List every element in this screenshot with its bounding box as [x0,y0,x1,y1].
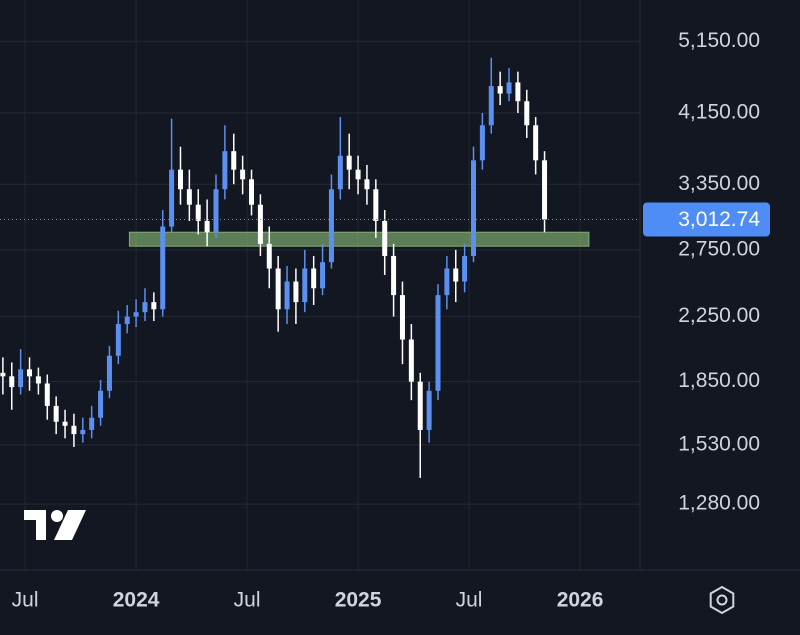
y-tick-label: 2,250.00 [678,304,760,327]
candle-body [311,268,317,289]
axes: 5,150.00 4,150.00 3,350.00 2,750.00 2,250.00… [12,29,770,612]
candle-body [44,383,50,406]
plot-area [0,57,640,478]
grid [0,0,640,570]
candle-body [80,429,86,435]
candle-body [195,204,201,221]
candle-body [53,405,59,422]
y-tick-label: 1,530.00 [678,432,760,455]
candle-body [426,390,432,430]
candle-body [471,160,477,256]
candle-body [266,243,272,269]
x-tick-label: 2025 [335,589,382,612]
candle-body [506,82,512,94]
candle-body [133,312,139,317]
candle-body [249,179,255,205]
candle-body [346,155,352,170]
candle-body [444,268,450,296]
candle-body [213,189,219,233]
candle-body [293,281,299,303]
candle-body [275,268,281,310]
candle-body [18,369,24,388]
candle-body [355,169,361,180]
x-tick-label: Jul [12,589,39,612]
y-tick-label: 4,150.00 [678,101,760,124]
candle-body [417,381,423,430]
y-tick-label: 1,850.00 [678,369,760,392]
candle-body [142,302,148,313]
candle-body [231,151,237,170]
candle-body [98,390,104,418]
candle-body [284,281,290,310]
candle-body [124,316,130,325]
candle-body [328,189,334,263]
candle-body [177,169,183,190]
candle-body [453,268,459,282]
candle-body [9,376,15,388]
candle-body [222,151,228,190]
y-tick-label: 5,150.00 [678,29,760,52]
y-tick-label: 3,350.00 [678,172,760,195]
candle-body [462,255,468,282]
candle-body [533,125,539,161]
candle-body [89,417,95,430]
candle-body [106,355,112,391]
candle-body [302,268,308,303]
candle-body [71,425,77,435]
tradingview-logo [24,510,86,540]
candle-body [408,339,414,382]
candle-body [497,86,503,94]
candle-body [435,295,441,391]
candle-body [524,101,530,126]
last-price-box [643,202,770,237]
candle-body [479,125,485,161]
candle-body [399,295,405,340]
last-price-label: 3,012.74 [678,208,760,231]
settings-button[interactable] [709,585,735,615]
candle-body [542,160,548,220]
y-tick-label: 1,280.00 [678,492,760,515]
candle-body [320,262,326,289]
x-tick-label: Jul [234,589,261,612]
candle-body [240,169,246,180]
candle-body [27,369,33,377]
candle-body [115,324,121,356]
candle-body [160,226,166,310]
candle-body [515,82,521,102]
candle-body [204,220,210,233]
candle-body [364,179,370,190]
x-tick-label: 2024 [113,589,160,612]
candle-body [151,302,157,310]
candle-body [186,189,192,205]
candle-body [169,169,175,227]
y-tick-label: 2,750.00 [678,237,760,260]
candle-body [35,376,41,384]
candle-body [391,255,397,296]
x-tick-label: 2026 [557,589,604,612]
x-tick-label: Jul [456,589,483,612]
candle-body [373,189,379,221]
candle-body [257,204,263,244]
candle-body [488,86,494,126]
candle-body [337,155,343,190]
candle-body [62,421,68,426]
candle-body [382,220,388,256]
candle-body [0,372,6,377]
